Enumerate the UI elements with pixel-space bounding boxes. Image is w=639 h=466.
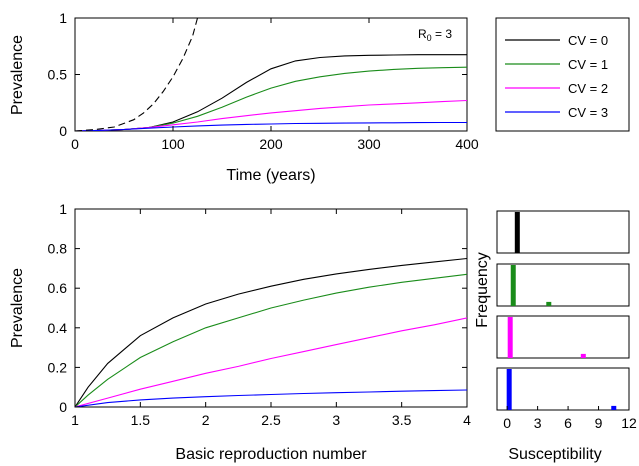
legend: CV = 0 CV = 1 CV = 2 CV = 3 [495, 17, 630, 132]
bottom-ticks-group: 1 1.5 2 2.5 3 3.5 4 0 0.2 0.4 0.6 0.8 1 [48, 201, 472, 428]
top-y-tick-label: 1 [59, 10, 67, 26]
hist-ticks-group: 0 3 6 9 12 [503, 406, 637, 431]
bottom-x-tick-label: 3.5 [392, 412, 412, 428]
hist-bar-cv-3 [611, 405, 617, 410]
top-y-axis-title: Prevalence [9, 35, 26, 115]
legend-items-group: CV = 0 CV = 1 CV = 2 CV = 3 [505, 33, 608, 120]
bottom-x-axis-title: Basic reproduction number [175, 446, 367, 463]
legend-label-cv-0: CV = 0 [568, 33, 608, 48]
top-x-tick-label: 0 [71, 136, 79, 152]
bottom-series-group [75, 257, 467, 407]
legend-label-cv-3: CV = 3 [568, 105, 608, 120]
hist-x-tick-label: 12 [621, 415, 637, 431]
top-x-tick-label: 200 [259, 136, 283, 152]
hist-bar-cv-1 [546, 301, 552, 306]
bottom-x-tick-label: 2.5 [261, 412, 281, 428]
hist-x-tick-label: 3 [534, 415, 542, 431]
bottom-chart: 1 1.5 2 2.5 3 3.5 4 0 0.2 0.4 0.6 0.8 1 Basic reprod… [9, 201, 471, 463]
hist-x-tick-label: 9 [595, 415, 603, 431]
hist-x-axis-title: Susceptibility [508, 446, 601, 463]
bottom-y-tick-label: 0 [59, 399, 67, 415]
hist-panel-cv-1 [496, 263, 630, 307]
hist-x-tick-label: 0 [503, 415, 511, 431]
top-y-tick-label: 0.5 [48, 67, 68, 83]
top-series-cv-3 [75, 121, 467, 131]
bottom-series-cv-3 [75, 389, 467, 407]
bottom-x-tick-label: 1.5 [131, 412, 151, 428]
bottom-y-axis-title: Prevalence [9, 268, 26, 348]
bottom-x-tick-label: 1 [71, 412, 79, 428]
top-x-tick-label: 400 [455, 136, 479, 152]
r0-annotation: R0 = 3 [418, 27, 452, 43]
top-x-tick-label: 100 [161, 136, 185, 152]
hist-y-axis-title: Frequency [474, 252, 491, 328]
hist-bar-cv-1 [510, 265, 516, 306]
top-series-group [75, 18, 467, 131]
bottom-x-tick-label: 2 [202, 412, 210, 428]
bottom-series-cv-2 [75, 317, 467, 407]
top-plot-frame [74, 17, 468, 132]
bottom-x-tick-label: 4 [463, 412, 471, 428]
susceptibility-histograms: 0 3 6 9 12 Susceptibility Frequency [474, 210, 637, 463]
hist-panel-cv-0 [496, 210, 630, 254]
legend-label-cv-2: CV = 2 [568, 81, 608, 96]
bottom-y-tick-label: 0.6 [48, 280, 68, 296]
legend-frame [495, 17, 630, 132]
bottom-y-tick-label: 0.2 [48, 359, 68, 375]
bottom-y-tick-label: 0.8 [48, 241, 68, 257]
top-series-cv-1 [75, 66, 467, 131]
top-ticks-group: 0 100 200 300 400 0 0.5 1 [48, 10, 479, 152]
hist-bar-cv-2 [580, 353, 586, 358]
hist-bar-cv-0 [514, 212, 520, 253]
bottom-series-cv-0 [75, 257, 467, 407]
legend-label-cv-1: CV = 1 [568, 57, 608, 72]
top-x-axis-title: Time (years) [226, 167, 315, 184]
bottom-y-tick-label: 1 [59, 201, 67, 217]
top-y-tick-label: 0 [59, 123, 67, 139]
bottom-y-tick-label: 0.4 [48, 320, 68, 336]
bottom-x-tick-label: 3 [332, 412, 340, 428]
top-series-dashed-4 [75, 18, 199, 131]
hist-panel-cv-2 [496, 315, 630, 359]
bottom-series-cv-1 [75, 273, 467, 407]
hist-bar-cv-2 [507, 317, 513, 358]
hist-panels-group [496, 210, 630, 411]
hist-bar-cv-3 [506, 369, 512, 410]
hist-x-tick-label: 6 [564, 415, 572, 431]
hist-panel-cv-3 [496, 367, 630, 411]
top-chart: 0 100 200 300 400 0 0.5 1 R0 = 3 Time (years) P… [9, 10, 479, 184]
top-x-tick-label: 300 [357, 136, 381, 152]
